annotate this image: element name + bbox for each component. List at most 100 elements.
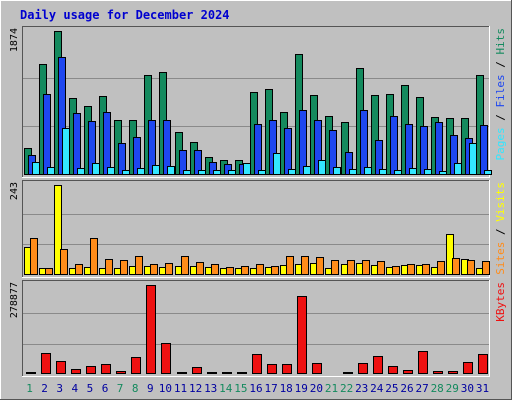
series-legend: Pages / Files / Hits <box>494 28 507 161</box>
bar-pages-day-6 <box>107 167 115 175</box>
panel-2: 243 Sites / Visits <box>9 180 507 278</box>
legend-sites: Sites <box>494 242 507 275</box>
bar-sites-day-18 <box>286 256 294 275</box>
panel-frame <box>22 180 490 278</box>
bar-pages-day-27 <box>424 169 432 175</box>
bar-kbytes-day-30 <box>463 362 473 374</box>
bar-pages-day-23 <box>364 167 372 175</box>
bar-kbytes-day-23 <box>358 363 368 374</box>
bar-pages-day-2 <box>47 167 55 175</box>
bar-pages-day-13 <box>213 170 221 175</box>
bar-sites-day-5 <box>90 238 98 275</box>
x-tick-label-day-9: 9 <box>147 382 154 395</box>
x-tick-label-day-30: 30 <box>461 382 474 395</box>
legend-files: Files <box>494 74 507 107</box>
bar-sites-day-24 <box>377 261 385 275</box>
bar-sites-day-4 <box>75 264 83 275</box>
bar-pages-day-22 <box>349 169 357 175</box>
x-tick-label-day-23: 23 <box>355 382 368 395</box>
x-tick-label-day-27: 27 <box>415 382 428 395</box>
bar-kbytes-day-16 <box>252 354 262 374</box>
x-tick-label-day-25: 25 <box>385 382 398 395</box>
bar-kbytes-day-2 <box>41 353 51 374</box>
bar-pages-day-7 <box>122 170 130 175</box>
bar-pages-day-26 <box>409 168 417 175</box>
bar-kbytes-day-15 <box>237 372 247 374</box>
bar-kbytes-day-5 <box>86 366 96 374</box>
bar-pages-day-15 <box>243 163 251 175</box>
chart-title: Daily usage for December 2024 <box>20 8 230 22</box>
bar-sites-day-29 <box>452 258 460 275</box>
series-legend: Sites / Visits <box>494 182 507 275</box>
bar-sites-day-6 <box>105 259 113 275</box>
bar-sites-day-8 <box>135 256 143 275</box>
x-tick-label-day-14: 14 <box>219 382 233 395</box>
x-tick-labels: 1 2 3 4 5 6 7 8 9 10 11 12 13 14 15 16 17 18 19 20 21 22 23 24 2… <box>26 382 489 395</box>
bar-kbytes-day-7 <box>116 371 126 374</box>
bar-kbytes-day-18 <box>282 364 292 374</box>
x-tick-label-day-3: 3 <box>56 382 63 395</box>
legend-kbytes: KBytes <box>494 282 507 322</box>
bar-kbytes-day-13 <box>207 372 217 374</box>
bar-kbytes-day-11 <box>177 372 187 374</box>
bar-sites-day-16 <box>256 264 264 275</box>
x-tick-label-day-6: 6 <box>102 382 109 395</box>
bar-kbytes-day-26 <box>403 370 413 374</box>
bar-pages-day-5 <box>92 163 100 175</box>
bar-sites-day-1 <box>30 238 38 275</box>
bar-pages-day-3 <box>62 128 70 175</box>
bar-sites-day-26 <box>407 264 415 275</box>
bar-kbytes-day-28 <box>433 371 443 374</box>
x-tick-label-day-8: 8 <box>132 382 139 395</box>
x-tick-label-day-4: 4 <box>71 382 78 395</box>
chart-panels: 1874 Pages / Files / Hits 243 Sites / Visit… <box>9 26 507 377</box>
bar-sites-day-28 <box>437 261 445 275</box>
bar-visits-day-3 <box>54 185 62 275</box>
bar-files-day-19 <box>299 110 307 175</box>
y-max-label: 278877 <box>9 282 20 318</box>
x-tick-label-day-2: 2 <box>41 382 48 395</box>
bar-files-day-27 <box>420 126 428 175</box>
bar-pages-day-1 <box>32 162 40 175</box>
legend-hits: Hits <box>494 28 507 55</box>
bar-visits-day-29 <box>446 234 454 275</box>
bar-sites-day-10 <box>165 263 173 275</box>
bar-kbytes-day-22 <box>343 372 353 374</box>
bar-pages-day-21 <box>333 167 341 175</box>
x-tick-label-day-16: 16 <box>249 382 262 395</box>
bar-sites-day-27 <box>422 264 430 275</box>
bar-sites-day-15 <box>241 266 249 275</box>
bar-pages-day-9 <box>152 165 160 175</box>
bar-sites-day-12 <box>196 262 204 275</box>
bar-pages-day-24 <box>379 169 387 175</box>
bar-files-day-25 <box>390 116 398 175</box>
bar-pages-day-10 <box>167 166 175 175</box>
x-tick-label-day-26: 26 <box>400 382 413 395</box>
bar-kbytes-day-1 <box>26 372 36 374</box>
bar-kbytes-day-4 <box>71 369 81 374</box>
bar-pages-day-16 <box>258 170 266 175</box>
bar-kbytes-day-10 <box>161 343 171 374</box>
bar-sites-day-9 <box>150 264 158 275</box>
x-tick-label-day-28: 28 <box>431 382 444 395</box>
x-tick-label-day-11: 11 <box>174 382 187 395</box>
x-tick-label-day-29: 29 <box>446 382 459 395</box>
bar-pages-day-31 <box>484 170 492 175</box>
bar-kbytes-day-12 <box>192 367 202 374</box>
bar-sites-day-13 <box>211 264 219 275</box>
bar-kbytes-day-14 <box>222 372 232 374</box>
x-tick-label-day-24: 24 <box>370 382 384 395</box>
x-tick-label-day-10: 10 <box>159 382 172 395</box>
bar-sites-day-7 <box>120 260 128 275</box>
bar-sites-day-3 <box>60 249 68 275</box>
x-tick-label-day-12: 12 <box>189 382 202 395</box>
bar-kbytes-day-3 <box>56 361 66 374</box>
x-tick-label-day-20: 20 <box>310 382 323 395</box>
bar-pages-day-4 <box>77 168 85 175</box>
bar-sites-day-20 <box>316 257 324 275</box>
x-tick-label-day-17: 17 <box>264 382 277 395</box>
bar-pages-day-25 <box>394 170 402 175</box>
panel-3: 278877 KBytes <box>9 280 507 377</box>
bar-kbytes-day-24 <box>373 356 383 374</box>
